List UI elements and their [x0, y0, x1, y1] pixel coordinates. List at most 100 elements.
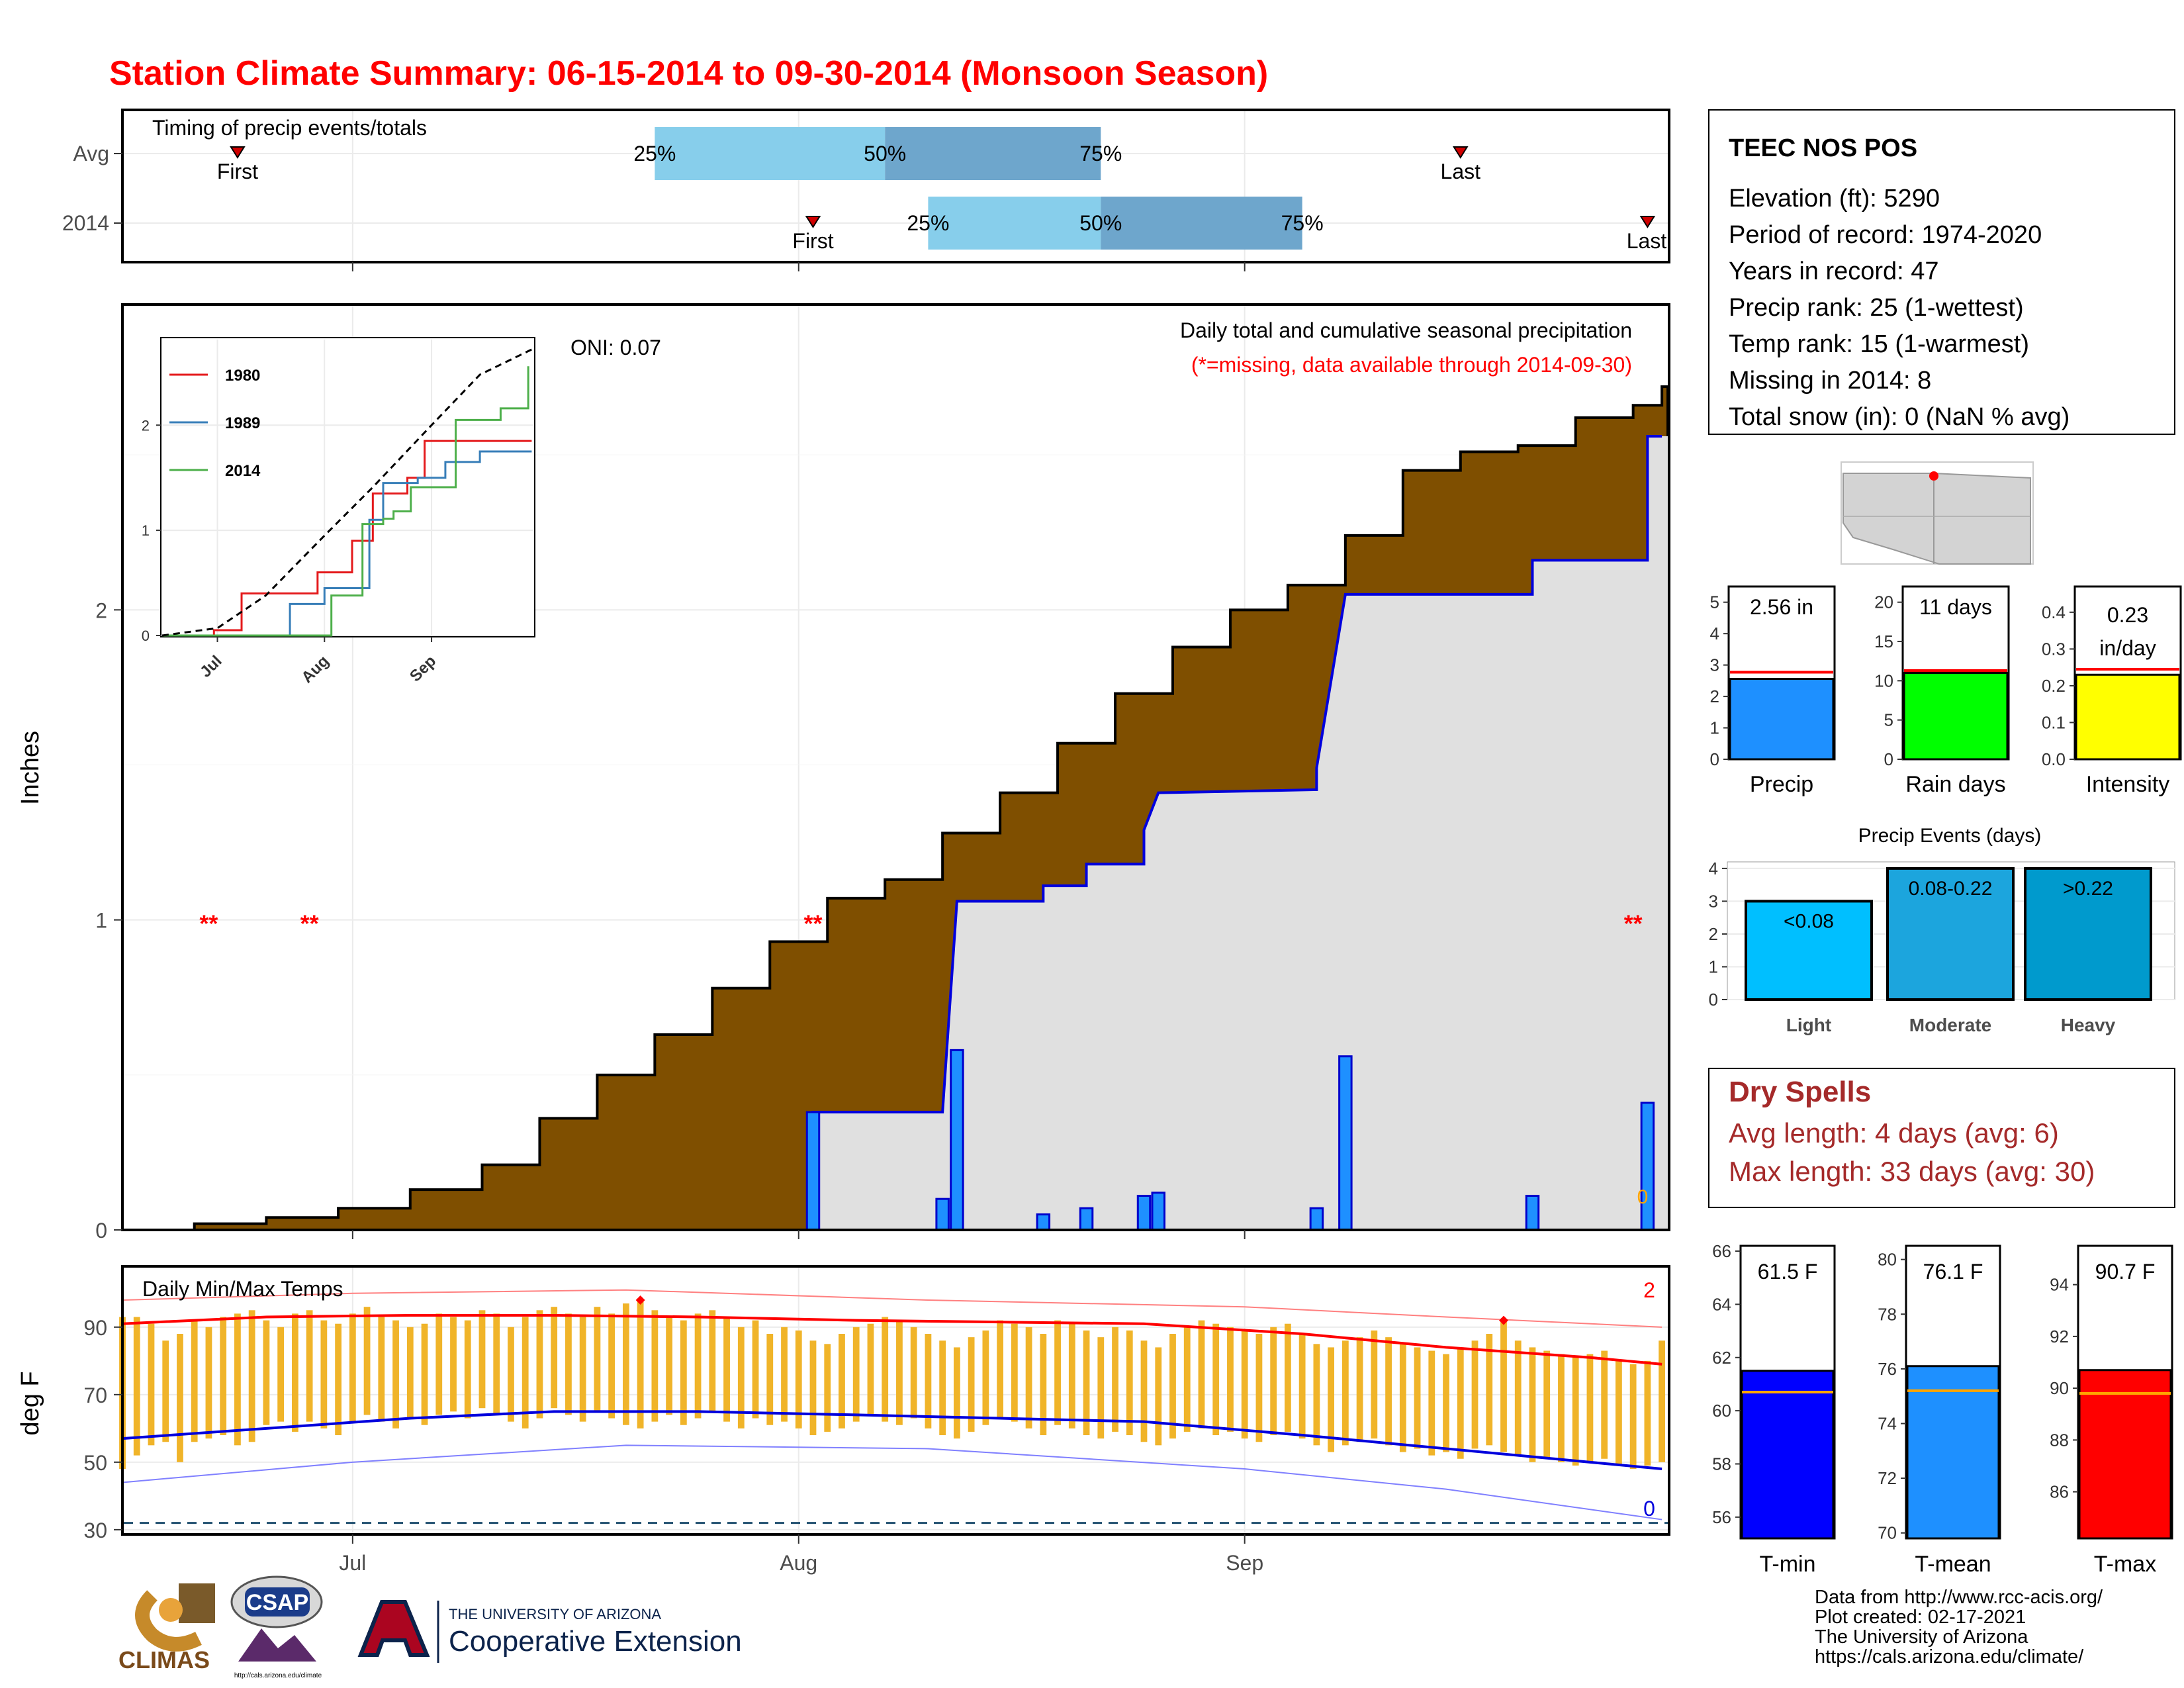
- events-tick-label: 3: [1709, 891, 1718, 911]
- daily-temp-range-bar: [1342, 1340, 1349, 1446]
- temp-panel-title: Daily Min/Max Temps: [142, 1277, 343, 1301]
- daily-temp-range-bar: [478, 1310, 486, 1409]
- inset-lines: [161, 348, 533, 637]
- temp-summary-bar: [1906, 1365, 2000, 1540]
- daily-temp-range-bar: [1083, 1330, 1090, 1436]
- daily-temp-range-bar: [737, 1327, 745, 1429]
- daily-temp-range-bar: [637, 1300, 644, 1429]
- summary-bar-tick-label: 0.0: [2042, 749, 2066, 769]
- daily-temp-range-bar: [1514, 1340, 1522, 1456]
- daily-temp-range-bar: [1543, 1350, 1551, 1459]
- daily-temp-range-bar: [882, 1317, 889, 1422]
- daily-temp-range-bar: [1313, 1344, 1320, 1446]
- daily-temp-range-bar: [867, 1323, 874, 1415]
- four-corners-map-shape: [1843, 473, 2031, 565]
- temp-summary-tick-label: 66: [1712, 1241, 1731, 1261]
- precip-panel-title: Daily total and cumulative seasonal prec…: [1180, 318, 1632, 342]
- temp-summary-tick-label: 90: [2050, 1378, 2069, 1398]
- temp-summary-tick-label: 80: [1878, 1250, 1897, 1270]
- daily-temp-range-bar: [1227, 1327, 1234, 1432]
- timing-first-marker: [805, 216, 821, 228]
- daily-temp-range-bar: [954, 1347, 960, 1439]
- daily-temp-range-bar: [1068, 1323, 1075, 1429]
- missing-data-mark: **: [300, 910, 319, 937]
- timing-last-label: Last: [1441, 160, 1481, 183]
- climas-logo: CLIMAS: [118, 1583, 215, 1673]
- station-line-precip-rank: Precip rank: 25 (1-wettest): [1729, 294, 2024, 322]
- daily-temp-range-bar: [464, 1320, 471, 1419]
- daily-temp-range-bar: [335, 1323, 341, 1436]
- daily-temp-range-bar: [551, 1307, 558, 1409]
- daily-temp-range-bar: [1399, 1344, 1406, 1452]
- daily-precip-bar: [805, 1111, 821, 1231]
- events-tick-label: 4: [1709, 859, 1718, 878]
- events-tick-label: 0: [1709, 990, 1718, 1009]
- record-hit-marker: [635, 1295, 645, 1305]
- daily-temp-range-bar: [1112, 1327, 1118, 1432]
- daily-temp-range-bar: [1486, 1334, 1493, 1446]
- summary-bar-tick-label: 0: [1884, 749, 1893, 769]
- timing-q25-q50-bar: [655, 127, 886, 180]
- daily-temp-range-bar: [939, 1340, 946, 1436]
- oni-label: ONI: 0.07: [570, 336, 661, 359]
- daily-temp-range-bar: [1040, 1334, 1047, 1436]
- daily-precip-bar: [950, 1049, 964, 1231]
- summary-bar-tick-label: 20: [1874, 592, 1893, 612]
- temp-summary-category-label: T-mean: [1915, 1552, 1991, 1577]
- events-bar-light: [1745, 900, 1873, 1002]
- timing-row-label: 2014: [62, 211, 109, 235]
- summary-bar-tick-label: 0: [1710, 749, 1719, 769]
- daily-temp-range-bar: [1443, 1354, 1449, 1452]
- events-category-label: Moderate: [1909, 1015, 1991, 1035]
- daily-temp-range-bar: [1659, 1340, 1666, 1462]
- record-min-count: 0: [1643, 1497, 1655, 1521]
- summary-bar-tick-label: 4: [1710, 624, 1719, 643]
- station-line-elevation: Elevation (ft): 5290: [1729, 185, 1940, 212]
- daily-temp-range-bar: [1298, 1334, 1306, 1439]
- summary-bar-category-label: Precip: [1750, 772, 1813, 797]
- avg-tmin-line: [122, 1410, 1662, 1471]
- timing-row-label: Avg: [73, 142, 109, 165]
- daily-temp-range-bar: [1198, 1320, 1205, 1429]
- events-tick-label: 2: [1709, 924, 1718, 944]
- temp-summary-tick-label: 94: [2050, 1275, 2069, 1295]
- inset-line-average: [161, 348, 533, 637]
- record-tmin-line: [122, 1444, 1662, 1521]
- station-name: TEEC NOS POS: [1729, 134, 1917, 162]
- timing-q50-q75-bar: [885, 127, 1101, 180]
- daily-temp-range-bar: [752, 1320, 759, 1419]
- daily-temp-range-bar: [1457, 1347, 1464, 1459]
- timing-q50-label: 50%: [864, 142, 906, 165]
- date-x-axis: Jul Aug Sep: [339, 262, 1263, 1575]
- daily-temp-range-bar: [709, 1310, 716, 1412]
- temp-ylabel: deg F: [17, 1371, 44, 1435]
- daily-precip-bar: [1136, 1194, 1152, 1231]
- timing-q50-q75-bar: [1101, 197, 1302, 250]
- daily-temp-range-bar: [1212, 1323, 1220, 1436]
- daily-temp-range-bar: [162, 1340, 169, 1442]
- temp-summary-tick-label: 86: [2050, 1482, 2069, 1502]
- summary-bar-value-label: 11 days: [1919, 595, 1992, 619]
- record-tmax-line: [122, 1289, 1662, 1328]
- dry-spells-title: Dry Spells: [1729, 1076, 1871, 1108]
- daily-precip-bar: [935, 1197, 950, 1231]
- missing-data-mark: **: [1624, 910, 1643, 937]
- precip-ytick-label: 2: [95, 598, 107, 622]
- avg-tmax-line: [122, 1313, 1662, 1366]
- precip-events-title: Precip Events (days): [1858, 825, 2042, 847]
- temp-summary-tick-label: 56: [1712, 1507, 1731, 1527]
- daily-temp-range-bar: [795, 1330, 802, 1429]
- summary-bar-tick-label: 0.3: [2042, 639, 2066, 659]
- ua-top-text: THE UNIVERSITY OF ARIZONA: [449, 1606, 661, 1622]
- daily-temp-range-bar: [148, 1323, 155, 1446]
- timing-q25-label: 25%: [907, 211, 949, 235]
- daily-temp-range-bar: [248, 1310, 255, 1442]
- summary-bar-tick-label: 1: [1710, 718, 1719, 738]
- temp-summary-tick-label: 92: [2050, 1327, 2069, 1346]
- events-bar-heavy: [2024, 867, 2152, 1002]
- daily-temp-range-bar: [565, 1313, 572, 1415]
- daily-temp-range-bar: [1500, 1320, 1507, 1452]
- daily-temp-range-bar: [608, 1313, 615, 1419]
- daily-temp-range-bar: [522, 1317, 529, 1429]
- summary-bar-tick-label: 0.1: [2042, 712, 2066, 732]
